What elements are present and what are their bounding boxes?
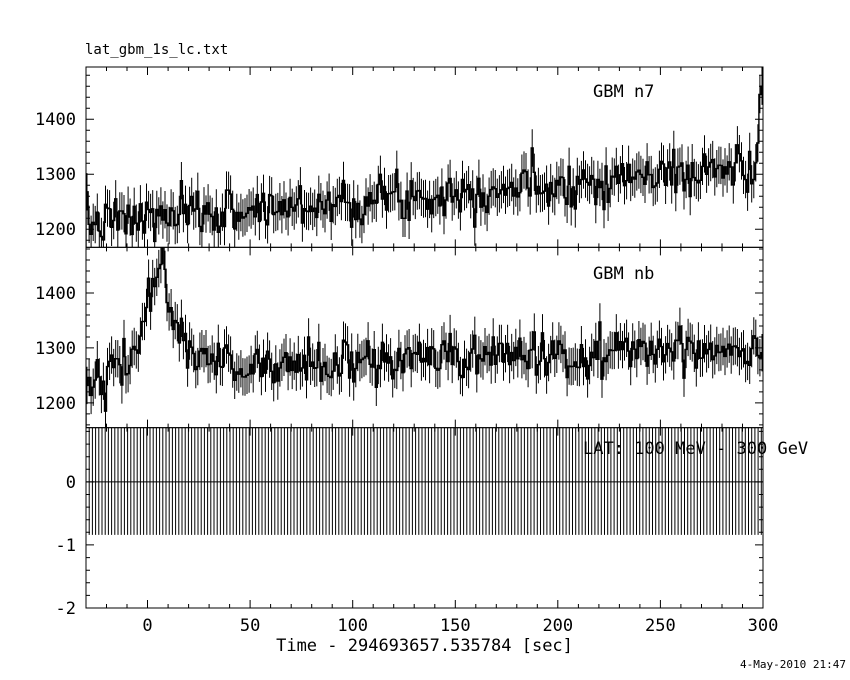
x-tick-label: 200 <box>542 616 573 636</box>
x-tick-label: 150 <box>440 616 471 636</box>
panel-series-0 <box>86 67 763 248</box>
y-tick-label: 1300 <box>35 165 76 185</box>
panel-label-lat: LAT: 100 MeV - 300 GeV <box>583 439 809 459</box>
panel-label-gbm-nb: GBM nb <box>593 264 655 284</box>
y-tick-label: -1 <box>56 536 76 556</box>
error-bars <box>86 247 763 428</box>
panel-series-2 <box>86 427 763 535</box>
axis-ticks-2 <box>85 427 764 609</box>
x-tick-label: 0 <box>142 616 152 636</box>
panel-series-1 <box>86 247 763 428</box>
step-lightcurve <box>86 247 763 428</box>
y-tick-label: 1400 <box>35 110 76 130</box>
y-tick-label: 1400 <box>35 284 76 304</box>
axis-ticks-0 <box>85 67 764 248</box>
x-tick-label: 100 <box>337 616 368 636</box>
x-tick-label: 300 <box>748 616 779 636</box>
plot-title: lat_gbm_1s_lc.txt <box>85 42 229 58</box>
y-tick-label: -2 <box>56 599 76 619</box>
timestamp: 4-May-2010 21:47 <box>740 658 846 671</box>
x-tick-label: 50 <box>240 616 260 636</box>
panel-label-gbm-n7: GBM n7 <box>593 82 655 102</box>
step-lightcurve <box>86 85 763 248</box>
y-tick-label: 1200 <box>35 394 76 414</box>
x-axis-label: Time - 294693657.535784 [sec] <box>276 636 573 656</box>
lat-errorbar-band <box>86 427 762 535</box>
y-tick-label: 1200 <box>35 220 76 240</box>
y-tick-label: 0 <box>66 473 76 493</box>
axis-ticks-1 <box>85 247 764 428</box>
panel-frame-2 <box>85 427 764 609</box>
x-tick-label: 250 <box>645 616 676 636</box>
y-tick-label: 1300 <box>35 339 76 359</box>
